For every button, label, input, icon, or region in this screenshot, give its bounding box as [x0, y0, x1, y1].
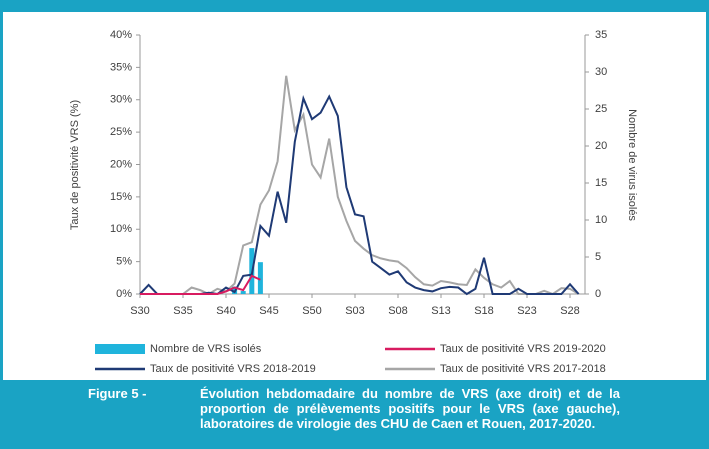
y-tick-label: 20% — [110, 158, 132, 170]
x-tick-label: S08 — [388, 305, 408, 317]
legend-label: Taux de positivité VRS 2018-2019 — [150, 363, 316, 375]
y-tick-label: 30% — [110, 94, 132, 106]
x-tick-label: S18 — [474, 305, 494, 317]
bar — [257, 262, 263, 294]
caption-text: Évolution hebdomadaire du nombre de VRS … — [200, 386, 620, 431]
caption-label: Figure 5 - — [88, 386, 147, 401]
y-tick-label: 15% — [110, 191, 132, 203]
line — [139, 94, 580, 296]
y2-tick-label: 35 — [595, 29, 607, 41]
y2-tick-label: 25 — [595, 103, 607, 115]
legend-swatch — [95, 344, 145, 354]
y-tick-label: 25% — [110, 126, 132, 138]
x-tick-label: S03 — [345, 305, 365, 317]
y2-tick-label: 15 — [595, 177, 607, 189]
x-tick-label: S40 — [216, 305, 236, 317]
y-tick-label: 5% — [116, 256, 132, 268]
y2-tick-label: 20 — [595, 140, 607, 152]
x-tick-label: S35 — [173, 305, 193, 317]
x-tick-label: S23 — [517, 305, 537, 317]
y2-tick-label: 5 — [595, 251, 601, 263]
y2-tick-label: 0 — [595, 288, 601, 300]
y2-tick-label: 30 — [595, 66, 607, 78]
x-tick-label: S45 — [259, 305, 279, 317]
x-tick-label: S13 — [431, 305, 451, 317]
line — [140, 274, 261, 295]
legend-label: Taux de positivité VRS 2017-2018 — [440, 363, 606, 375]
y-tick-label: 10% — [110, 223, 132, 235]
bar — [240, 291, 246, 294]
x-tick-label: S50 — [302, 305, 322, 317]
chart-area — [3, 12, 706, 380]
y-tick-label: 0% — [116, 288, 132, 300]
x-tick-label: S30 — [130, 305, 150, 317]
y-axis-label: Taux de positivité VRS (%) — [69, 100, 81, 230]
legend-label: Nombre de VRS isolés — [150, 343, 262, 355]
y2-axis-label: Nombre de virus isolés — [626, 109, 638, 221]
x-tick-label: S28 — [560, 305, 580, 317]
line — [140, 75, 580, 296]
legend-label: Taux de positivité VRS 2019-2020 — [440, 343, 606, 355]
y2-tick-label: 10 — [595, 214, 607, 226]
y-tick-label: 35% — [110, 61, 132, 73]
y-tick-label: 40% — [110, 29, 132, 41]
